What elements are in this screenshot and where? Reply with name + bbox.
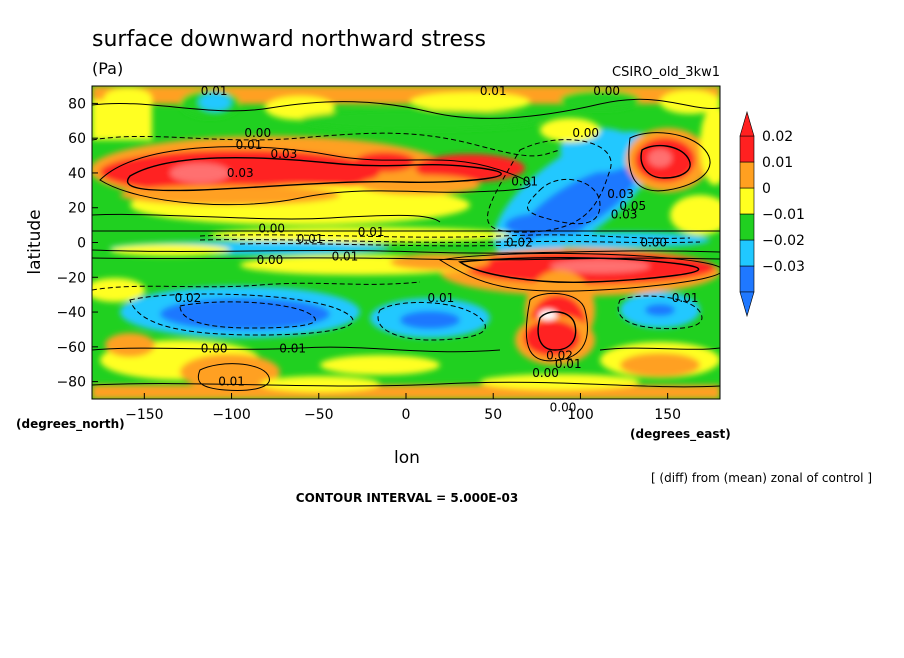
colorbar-label: 0 (762, 181, 771, 197)
y-tick-label: 0 (77, 236, 86, 252)
x-tick-label: 100 (567, 407, 594, 423)
colorbar-swatch (739, 187, 755, 215)
colorbar-swatch (739, 161, 755, 189)
x-tick-label: −100 (212, 407, 250, 423)
colorbar-min-arrow (739, 291, 755, 318)
colorbar-max-arrow (739, 110, 755, 137)
colorbar-label: −0.01 (762, 207, 805, 223)
colorbar-swatch (739, 239, 755, 267)
contour-interval-label: CONTOUR INTERVAL = 5.000E-03 (296, 491, 518, 505)
contour-label: 0.00 (532, 366, 559, 380)
x-tick-label: 50 (484, 407, 502, 423)
contour-label: 0.00 (640, 236, 667, 250)
contour-label: 0.03 (271, 147, 298, 161)
y-tick-label: −20 (56, 270, 86, 286)
source-label: CSIRO_old_3kw1 (612, 65, 720, 80)
contour-label: 0.00 (244, 126, 271, 140)
y-axis-title: latitude (25, 209, 45, 274)
y-unit-label: (degrees_north) (16, 417, 125, 432)
contour-label: 0.01 (511, 175, 538, 189)
chart-title: surface downward northward stress (92, 27, 486, 52)
x-tick-label: −150 (125, 407, 163, 423)
contour-label: 0.01 (236, 138, 263, 152)
y-tick-label: −60 (56, 340, 86, 356)
contour-label: 0.00 (593, 84, 620, 98)
contour-label: 0.01 (672, 291, 699, 305)
colorbar-label: −0.03 (762, 259, 805, 275)
contour-label: 0.00 (258, 222, 285, 236)
colorbar-swatch (739, 265, 755, 293)
units-label: (Pa) (92, 59, 123, 78)
colorbar-label: 0.02 (762, 129, 793, 145)
x-axis: −150 −100 −50 0 50 100 150 (125, 393, 681, 423)
y-tick-label: 20 (68, 201, 86, 217)
contour-label: 0.00 (550, 401, 577, 415)
filled-field (92, 86, 720, 399)
contour-label: 0.01 (279, 342, 306, 356)
contour-label: 0.00 (201, 342, 228, 356)
x-unit-label: (degrees_east) (630, 427, 731, 442)
contour-label: 0.01 (555, 357, 582, 371)
colorbar-swatch (739, 135, 755, 163)
contour-label: 0.02 (546, 349, 573, 363)
y-axis: −80 −60 −40 −20 0 20 40 60 80 (56, 96, 98, 391)
contour-label: 0.01 (332, 249, 359, 263)
contour-label: 0.01 (201, 84, 228, 98)
colorbar: −0.03 −0.02 −0.01 0 0.01 0.02 (739, 110, 805, 318)
contour-label: 0.01 (428, 291, 455, 305)
x-tick-label: −50 (304, 407, 334, 423)
contour-label: 0.02 (506, 236, 533, 250)
y-tick-label: 80 (68, 96, 86, 112)
contour-label: 0.01 (358, 225, 385, 239)
comparison-note: [ (diff) from (mean) zonal of control ] (651, 471, 872, 485)
y-tick-label: −40 (56, 305, 86, 321)
contour-label-layer: 0.01 0.01 0.000.000.010.030.030.000.010.03… (175, 84, 699, 414)
contour-label: 0.02 (175, 291, 202, 305)
contour-label: 0.01 (297, 232, 324, 246)
contour-label: 0.05 (619, 199, 646, 213)
colorbar-swatch (739, 213, 755, 241)
contour-label: 0.03 (607, 187, 634, 201)
contour-label: 0.00 (257, 253, 284, 267)
colorbar-label: 0.01 (762, 155, 793, 171)
contour-label: 0.00 (572, 126, 599, 140)
y-tick-label: 40 (68, 166, 86, 182)
contour-label: 0.01 (218, 375, 245, 389)
y-tick-label: 60 (68, 131, 86, 147)
contour-label: 0.03 (227, 166, 254, 180)
colorbar-label: −0.02 (762, 233, 805, 249)
x-axis-title: lon (394, 448, 420, 468)
y-tick-label: −80 (56, 375, 86, 391)
contour-label: 0.01 (480, 84, 507, 98)
contour-lines (92, 98, 720, 391)
contour-label: 0.03 (611, 208, 638, 222)
x-tick-label: 150 (654, 407, 681, 423)
x-tick-label: 0 (402, 407, 411, 423)
